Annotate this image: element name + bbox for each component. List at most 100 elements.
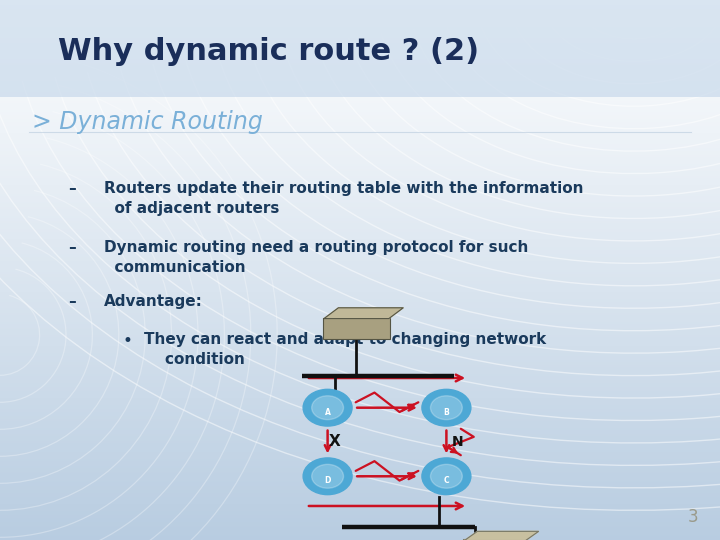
Bar — [0, 211, 720, 212]
Bar — [0, 177, 720, 178]
FancyArrowPatch shape — [450, 448, 456, 453]
Bar — [0, 227, 720, 228]
Bar — [0, 351, 720, 353]
Bar — [0, 508, 720, 509]
Bar — [0, 187, 720, 189]
Bar — [0, 390, 720, 393]
Bar — [0, 412, 720, 414]
Bar — [0, 236, 720, 238]
Bar — [0, 52, 720, 54]
Bar — [0, 120, 720, 123]
Bar — [0, 488, 720, 490]
Bar — [0, 22, 720, 23]
Bar — [0, 393, 720, 394]
Bar — [0, 292, 720, 293]
Bar — [0, 2, 720, 4]
Bar — [0, 61, 720, 63]
Bar — [0, 265, 720, 266]
Bar — [0, 403, 720, 405]
Bar — [0, 389, 720, 390]
Bar — [0, 274, 720, 275]
Bar — [0, 328, 720, 329]
Bar — [0, 295, 720, 297]
Bar — [0, 204, 720, 205]
Circle shape — [312, 464, 343, 488]
Bar — [0, 464, 720, 466]
Bar — [0, 281, 720, 282]
FancyBboxPatch shape — [323, 318, 390, 339]
Bar — [0, 282, 720, 285]
Circle shape — [431, 396, 462, 420]
Bar — [0, 209, 720, 211]
Bar — [0, 506, 720, 508]
Bar — [0, 180, 720, 182]
Bar — [0, 139, 720, 140]
Bar — [0, 83, 720, 85]
Bar — [0, 34, 720, 36]
Bar — [0, 270, 720, 272]
FancyArrowPatch shape — [444, 430, 449, 451]
Bar — [0, 151, 720, 153]
Bar — [0, 502, 720, 504]
Bar — [0, 336, 720, 339]
Bar — [0, 493, 720, 495]
Circle shape — [422, 458, 471, 495]
Bar — [0, 409, 720, 410]
Bar — [0, 169, 720, 171]
Bar — [0, 158, 720, 160]
Bar — [0, 421, 720, 423]
Bar — [0, 353, 720, 355]
Bar — [0, 423, 720, 425]
Bar — [0, 49, 720, 50]
Bar — [0, 511, 720, 513]
Text: –: – — [68, 294, 76, 309]
Bar — [0, 285, 720, 286]
Bar — [0, 509, 720, 511]
Bar — [0, 104, 720, 106]
Bar — [0, 123, 720, 124]
Bar — [0, 515, 720, 517]
Bar — [0, 12, 720, 15]
Circle shape — [303, 458, 352, 495]
Bar — [0, 517, 720, 518]
Bar — [0, 166, 720, 167]
Bar — [0, 457, 720, 459]
Bar — [0, 189, 720, 191]
Bar — [0, 302, 720, 304]
Bar — [0, 434, 720, 436]
Bar — [0, 144, 720, 146]
Bar — [0, 218, 720, 220]
Bar — [0, 430, 720, 432]
FancyBboxPatch shape — [463, 539, 527, 540]
Bar — [0, 312, 720, 313]
Bar — [0, 504, 720, 506]
Bar — [0, 18, 720, 20]
Bar — [0, 131, 720, 133]
Bar — [0, 56, 720, 58]
Bar — [0, 142, 720, 144]
Bar — [0, 220, 720, 221]
Bar — [0, 86, 720, 88]
Bar — [0, 405, 720, 407]
Bar — [0, 43, 720, 45]
Bar — [0, 450, 720, 452]
Bar — [0, 425, 720, 427]
Bar — [0, 153, 720, 155]
Bar — [0, 288, 720, 290]
Bar — [0, 103, 720, 104]
Bar — [0, 243, 720, 245]
Bar — [0, 79, 720, 81]
Bar — [0, 72, 720, 74]
Bar — [0, 394, 720, 396]
Bar — [0, 441, 720, 443]
Bar — [0, 432, 720, 434]
Text: 3: 3 — [688, 509, 698, 526]
Bar — [0, 115, 720, 117]
Bar — [0, 117, 720, 119]
Bar — [0, 258, 720, 259]
Bar — [0, 380, 720, 382]
Bar — [0, 214, 720, 216]
Bar — [0, 140, 720, 142]
Text: Advantage:: Advantage: — [104, 294, 203, 309]
Bar — [0, 290, 720, 292]
